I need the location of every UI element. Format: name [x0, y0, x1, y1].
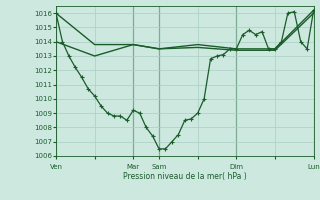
- X-axis label: Pression niveau de la mer( hPa ): Pression niveau de la mer( hPa ): [123, 172, 247, 181]
